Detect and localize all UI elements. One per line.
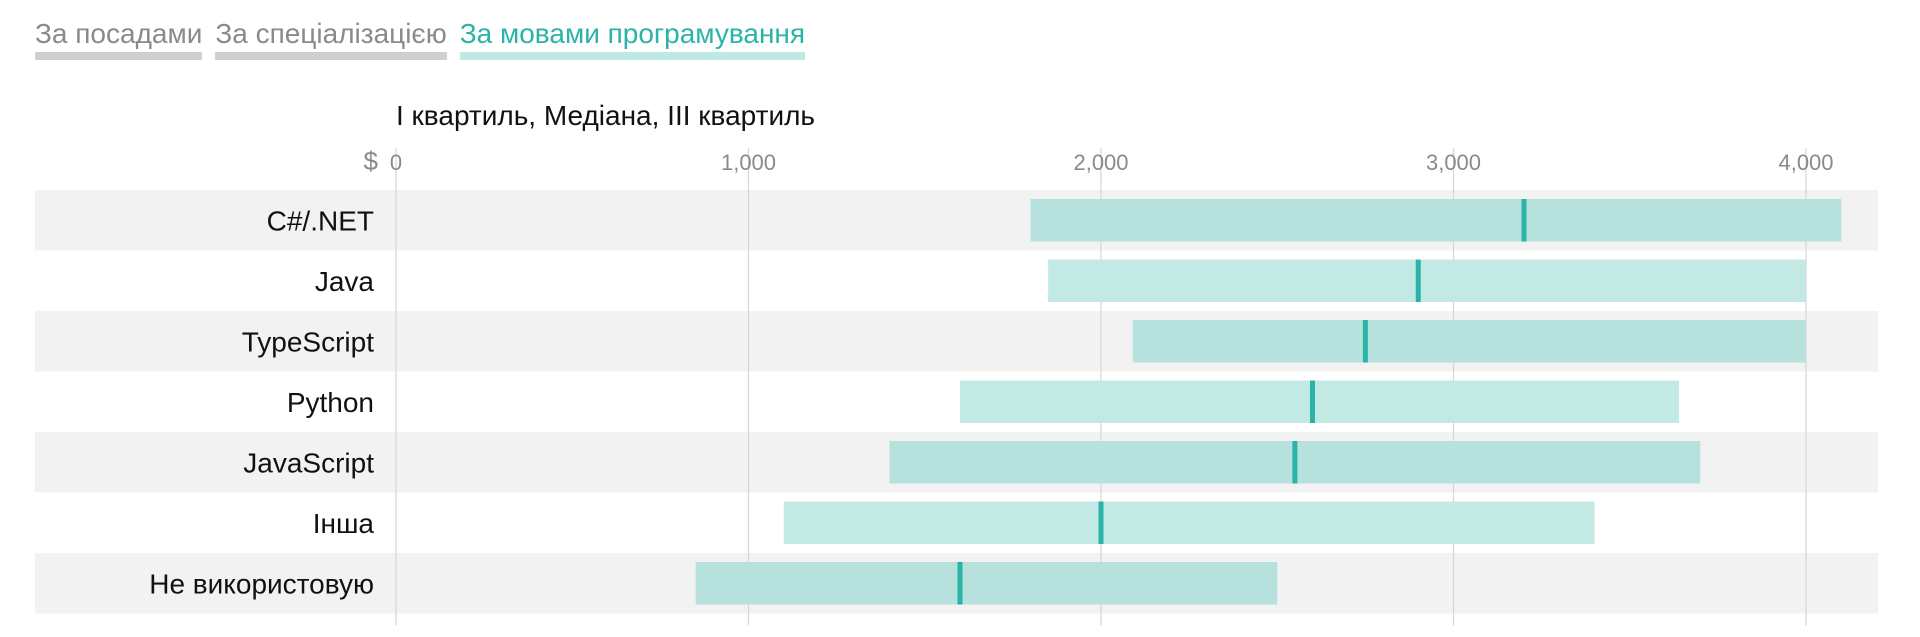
currency-symbol: $	[364, 146, 379, 176]
x-tick-label: 1,000	[721, 150, 776, 175]
category-label: JavaScript	[243, 447, 374, 478]
tab-by-programming-language[interactable]: За мовами програмування	[459, 14, 806, 60]
iqr-bar	[960, 380, 1680, 423]
x-tick-label: 2,000	[1073, 150, 1128, 175]
tab-by-specialization[interactable]: За спеціалізацією	[215, 14, 447, 60]
median-marker	[1362, 320, 1368, 363]
tab-bar: За посадами За спеціалізацією За мовами …	[35, 14, 806, 60]
chart-subtitle: І квартиль, Медіана, ІІІ квартиль	[396, 100, 816, 131]
category-label: Не використовую	[149, 568, 374, 599]
category-label: TypeScript	[242, 326, 374, 357]
category-label: Python	[287, 387, 374, 418]
iqr-bar	[1048, 259, 1806, 302]
category-label: C#/.NET	[267, 205, 374, 236]
x-tick-label: 3,000	[1426, 150, 1481, 175]
iqr-bar	[695, 562, 1278, 605]
median-marker	[957, 562, 963, 605]
iqr-bar	[783, 501, 1595, 544]
median-marker	[1310, 380, 1315, 423]
median-marker	[1521, 199, 1527, 242]
median-marker	[1292, 441, 1298, 484]
median-marker	[1415, 259, 1421, 302]
iqr-bar	[1132, 320, 1806, 363]
x-tick-label: 4,000	[1778, 150, 1833, 175]
x-tick-label: 0	[390, 150, 402, 175]
iqr-bar	[1030, 199, 1842, 242]
median-marker	[1098, 501, 1104, 544]
category-label: Java	[315, 266, 375, 297]
category-label: Інша	[313, 508, 375, 539]
tab-by-position[interactable]: За посадами	[35, 14, 203, 60]
